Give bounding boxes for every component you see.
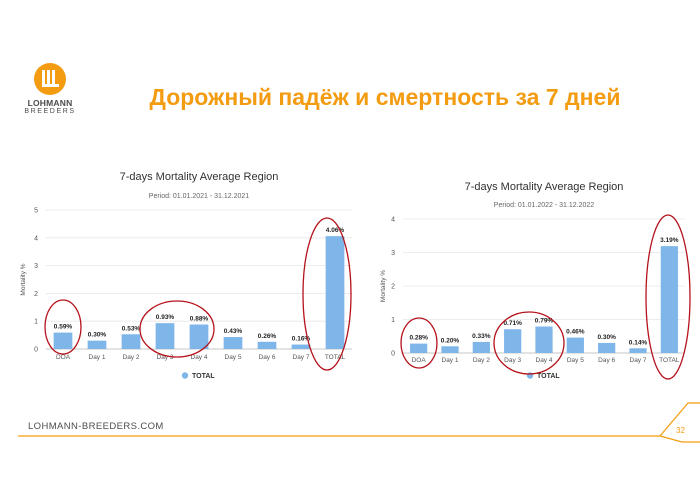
highlight-ellipse [400,317,438,369]
x-tick-label: Day 7 [293,354,310,361]
data-label: 0.88% [190,316,209,323]
page-number: 32 [676,426,685,435]
highlight-ellipse [493,311,565,375]
data-label: 4.06% [326,227,345,234]
data-label: 0.43% [224,328,243,335]
bar-day-6 [598,342,616,353]
y-axis-label: Mortality % [20,263,27,295]
y-tick-label: 3 [34,263,38,270]
lohmann-logo: LOHMANN BREEDERS [22,62,78,115]
data-label: 0.46% [566,329,585,336]
bar-day-2 [472,341,490,353]
x-tick-label: Day 6 [259,354,276,361]
bar-day-1 [441,346,459,353]
chart-subtitle: Period: 01.01.2022 - 31.12.2022 [494,202,595,209]
bar-doa [410,343,428,353]
data-label: 0.33% [472,333,491,340]
bar-day-6 [257,341,277,349]
x-tick-label: DOA [412,357,427,364]
bar-day-5 [223,337,243,349]
bar-day-4 [535,326,553,353]
legend-label: TOTAL [192,373,215,380]
y-tick-label: 2 [391,284,395,291]
data-label: 3.19% [660,237,679,244]
data-label: 0.53% [122,325,141,332]
x-tick-label: TOTAL [325,354,346,361]
lohmann-logo-icon [34,63,66,95]
x-tick-label: Day 3 [157,354,174,361]
bar-day-3 [504,329,522,353]
footer-url: LOHMANN-BREEDERS.COM [28,421,164,432]
x-tick-label: Day 3 [504,357,521,364]
legend: TOTAL [181,372,215,380]
x-tick-label: Day 1 [442,357,459,364]
x-tick-label: Day 4 [191,354,208,361]
highlight-ellipse [645,214,691,380]
chart-subtitle: Period: 01.01.2021 - 31.12.2021 [149,193,250,200]
x-tick-label: DOA [56,354,71,361]
chart-title: 7-days Mortality Average Region [465,181,624,193]
x-tick-label: TOTAL [659,357,680,364]
data-label: 0.30% [88,332,107,339]
x-tick-label: Day 5 [567,357,584,364]
y-axis-label: Mortality % [380,270,387,302]
bar-day-2 [121,334,141,349]
data-label: 0.59% [54,324,73,331]
data-label: 0.71% [503,320,522,327]
data-label: 0.30% [597,334,616,341]
legend-swatch [181,372,189,379]
y-tick-label: 2 [34,291,38,298]
bar-day-7 [291,344,311,349]
data-label: 0.16% [292,336,311,343]
data-label: 0.14% [629,339,648,346]
logo-sub: BREEDERS [24,108,76,115]
bar-total [660,246,678,353]
bar-total [325,236,345,349]
highlight-ellipse [302,217,352,371]
y-tick-label: 0 [34,347,38,354]
x-tick-label: Day 6 [598,357,615,364]
bar-doa [53,332,73,349]
data-label: 0.20% [441,337,460,344]
bar-day-3 [155,323,175,349]
x-tick-label: Day 4 [536,357,553,364]
bar-day-5 [566,337,584,353]
y-tick-label: 3 [391,250,395,257]
data-label: 0.79% [535,318,554,325]
bar-day-4 [189,324,209,349]
y-tick-label: 1 [34,319,38,326]
chart-title: 7-days Mortality Average Region [120,171,279,183]
x-tick-label: Day 7 [630,357,647,364]
y-tick-label: 5 [34,208,38,215]
y-tick-label: 4 [34,235,38,242]
y-tick-label: 1 [391,317,395,324]
logo-name: LOHMANN [27,98,73,108]
y-tick-label: 4 [391,217,395,224]
x-tick-label: Day 2 [473,357,490,364]
x-tick-label: Day 1 [89,354,106,361]
slide-title: Дорожный падёж и смертность за 7 дней [149,84,621,110]
data-label: 0.28% [409,335,428,342]
highlight-ellipse [139,300,215,358]
x-tick-label: Day 2 [123,354,140,361]
legend-label: TOTAL [537,373,560,380]
x-tick-label: Day 5 [225,354,242,361]
bar-day-1 [87,340,107,349]
y-tick-label: 0 [391,351,395,358]
bar-day-7 [629,348,647,353]
highlight-ellipse [44,299,82,355]
data-label: 0.93% [156,314,175,321]
data-label: 0.26% [258,333,277,340]
